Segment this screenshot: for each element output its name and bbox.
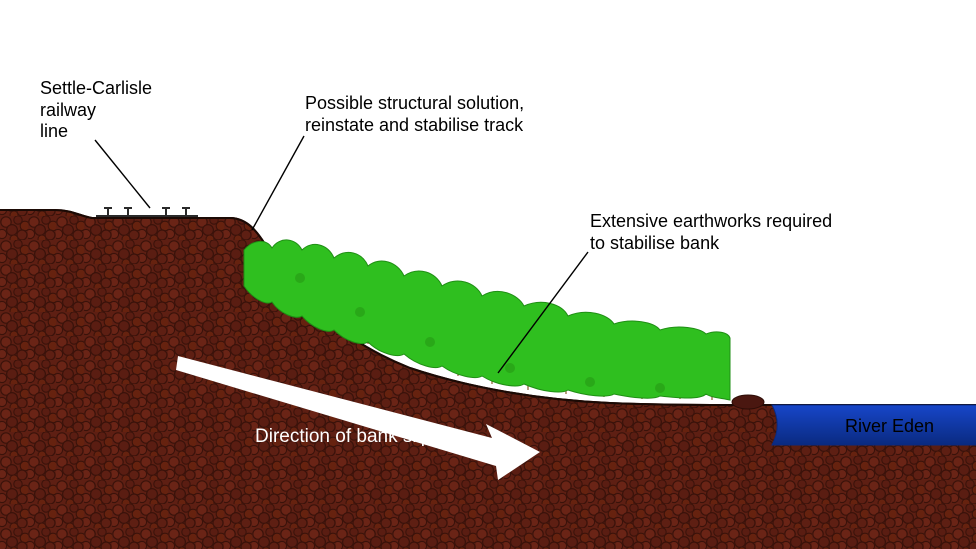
- label-arrow: Direction of bank slip: [255, 426, 431, 449]
- label-railway: Settle-Carlisle railway line: [40, 78, 152, 143]
- label-earthworks: Extensive earthworks required to stabili…: [590, 211, 832, 254]
- leader-railway: [95, 140, 150, 208]
- leader-structural: [252, 136, 304, 230]
- label-river: River Eden: [845, 416, 934, 438]
- diagram-stage: Settle-Carlisle railway line Possible st…: [0, 0, 976, 549]
- label-structural: Possible structural solution, reinstate …: [305, 93, 524, 136]
- railway-tracks: [96, 208, 198, 216]
